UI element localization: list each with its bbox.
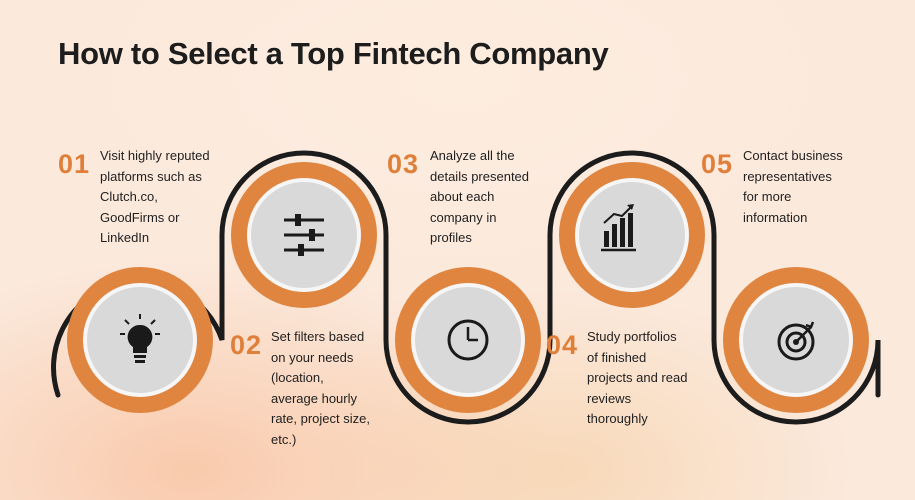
step-number-2: 02 bbox=[230, 330, 263, 360]
lightbulb-icon bbox=[120, 314, 160, 363]
step-text-2: Set filters based on your needs (locatio… bbox=[271, 329, 370, 447]
step-text-3: Analyze all the details presented about … bbox=[430, 148, 530, 245]
step-number-3: 03 bbox=[387, 149, 420, 179]
clock-icon bbox=[447, 319, 489, 361]
step-number-1: 01 bbox=[58, 149, 91, 179]
step-text-1: Visit highly reputed platforms such as C… bbox=[100, 148, 210, 245]
target-icon bbox=[777, 321, 815, 361]
sliders-icon bbox=[284, 214, 324, 256]
step-number-4: 04 bbox=[546, 330, 579, 360]
step-text-5: Contact business representatives for mor… bbox=[743, 148, 843, 225]
step-text-4: Study portfolios of finished projects an… bbox=[587, 329, 688, 426]
page-title: How to Select a Top Fintech Company bbox=[58, 36, 609, 71]
step-number-5: 05 bbox=[701, 149, 734, 179]
bar-chart-icon bbox=[601, 204, 636, 252]
